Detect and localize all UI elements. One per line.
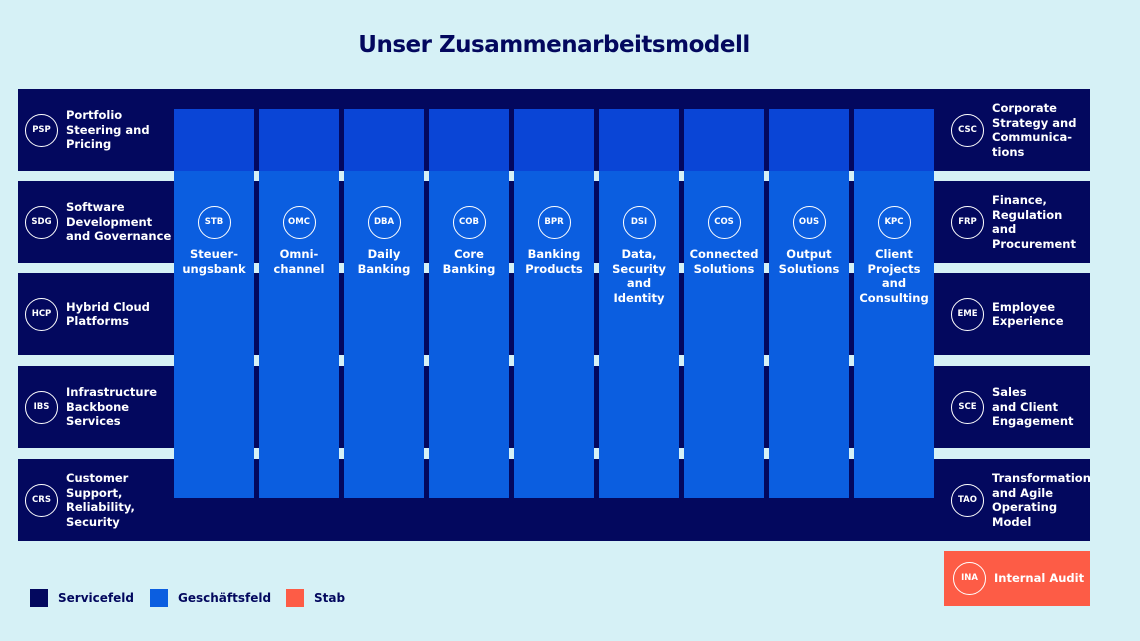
unit-label: Sales and Client Engagement bbox=[992, 385, 1074, 429]
legend-item: Servicefeld bbox=[30, 589, 134, 607]
column-top bbox=[599, 109, 679, 171]
column-top bbox=[514, 109, 594, 171]
business-column: COB Core Banking bbox=[429, 109, 509, 498]
unit-label: Daily Banking bbox=[357, 247, 411, 276]
unit-code-badge: OMC bbox=[282, 206, 316, 239]
business-column: KPC Client Projects and Consulting bbox=[854, 109, 934, 498]
unit-label: Connected Solutions bbox=[689, 247, 759, 276]
unit-label: Client Projects and Consulting bbox=[859, 247, 929, 305]
unit-label: Output Solutions bbox=[778, 247, 840, 276]
service-unit-right: FRP Finance, Regulation and Procurement bbox=[951, 181, 1090, 263]
unit-label: Data, Security and Identity bbox=[612, 247, 666, 305]
column-top bbox=[429, 109, 509, 171]
business-column: DSI Data, Security and Identity bbox=[599, 109, 679, 498]
legend-label: Stab bbox=[314, 591, 346, 605]
column-top bbox=[854, 109, 934, 171]
service-unit-left: PSP Portfolio Steering and Pricing bbox=[25, 89, 150, 171]
unit-code-badge: STB bbox=[197, 206, 231, 239]
unit-code-badge: KPC bbox=[877, 206, 911, 239]
unit-label: Employee Experience bbox=[992, 299, 1064, 329]
business-column: OUS Output Solutions bbox=[769, 109, 849, 498]
business-column: DBA Daily Banking bbox=[344, 109, 424, 498]
unit-label: Hybrid Cloud Platforms bbox=[66, 299, 150, 329]
unit-label: Infrastructure Backbone Services bbox=[66, 385, 158, 429]
legend-swatch bbox=[150, 589, 168, 607]
service-unit-right: EME Employee Experience bbox=[951, 273, 1064, 355]
business-column: BPR Banking Products bbox=[514, 109, 594, 498]
unit-code-badge: SCE bbox=[951, 390, 984, 424]
unit-label: Banking Products bbox=[525, 247, 583, 276]
unit-code-badge: DBA bbox=[367, 206, 401, 239]
legend-label: Geschäftsfeld bbox=[178, 591, 272, 605]
unit-code-badge: EME bbox=[951, 297, 984, 331]
service-unit-left: SDG Software Development and Governance bbox=[25, 181, 171, 263]
service-unit-left: HCP Hybrid Cloud Platforms bbox=[25, 273, 150, 355]
unit-label: Steuer- ungsbank bbox=[182, 247, 246, 276]
legend-swatch bbox=[286, 589, 304, 607]
unit-label: Customer Support, Reliability, Security bbox=[66, 471, 135, 529]
unit-label: Finance, Regulation and Procurement bbox=[992, 193, 1076, 251]
business-column: STB Steuer- ungsbank bbox=[174, 109, 254, 498]
service-unit-left: CRS Customer Support, Reliability, Securi… bbox=[25, 459, 135, 541]
unit-code-badge: CRS bbox=[25, 483, 58, 517]
unit-internal-audit: INA Internal Audit bbox=[944, 551, 1090, 606]
unit-code-badge: OUS bbox=[792, 206, 826, 239]
unit-code-badge: BPR bbox=[537, 206, 571, 239]
column-top bbox=[769, 109, 849, 171]
business-column: OMC Omni- channel bbox=[259, 109, 339, 498]
unit-label: Portfolio Steering and Pricing bbox=[66, 108, 150, 152]
service-unit-left: IBS Infrastructure Backbone Services bbox=[25, 366, 157, 448]
unit-code-badge: IBS bbox=[25, 390, 58, 424]
column-top bbox=[174, 109, 254, 171]
legend-item: Geschäftsfeld bbox=[150, 589, 271, 607]
column-top bbox=[344, 109, 424, 171]
unit-label: Internal Audit bbox=[994, 571, 1085, 586]
unit-code-badge: HCP bbox=[25, 297, 58, 331]
unit-code-badge: PSP bbox=[25, 113, 58, 147]
unit-code-badge: DSI bbox=[622, 206, 656, 239]
page-title: Unser Zusammenarbeitsmodell bbox=[358, 32, 750, 58]
unit-code-badge: TAO bbox=[951, 483, 984, 517]
unit-label: Software Development and Governance bbox=[66, 200, 172, 244]
unit-label: Omni- channel bbox=[273, 247, 325, 276]
unit-code-badge: FRP bbox=[951, 205, 984, 239]
legend-item: Stab bbox=[286, 589, 345, 607]
service-unit-right: CSC Corporate Strategy and Communica- tio… bbox=[951, 89, 1076, 171]
unit-code-badge: SDG bbox=[25, 205, 58, 239]
legend-label: Servicefeld bbox=[58, 591, 134, 605]
unit-code-badge: COS bbox=[707, 206, 741, 239]
service-unit-right: TAO Transformation and Agile Operating Mo… bbox=[951, 459, 1091, 541]
unit-label: Corporate Strategy and Communica- tions bbox=[992, 101, 1077, 159]
column-top bbox=[684, 109, 764, 171]
unit-label: Transformation and Agile Operating Model bbox=[992, 471, 1091, 529]
unit-label: Core Banking bbox=[442, 247, 496, 276]
column-top bbox=[259, 109, 339, 171]
legend-swatch bbox=[30, 589, 48, 607]
unit-code-badge: INA bbox=[953, 562, 986, 595]
unit-code-badge: COB bbox=[452, 206, 486, 239]
business-column: COS Connected Solutions bbox=[684, 109, 764, 498]
unit-code-badge: CSC bbox=[951, 113, 984, 147]
service-unit-right: SCE Sales and Client Engagement bbox=[951, 366, 1074, 448]
